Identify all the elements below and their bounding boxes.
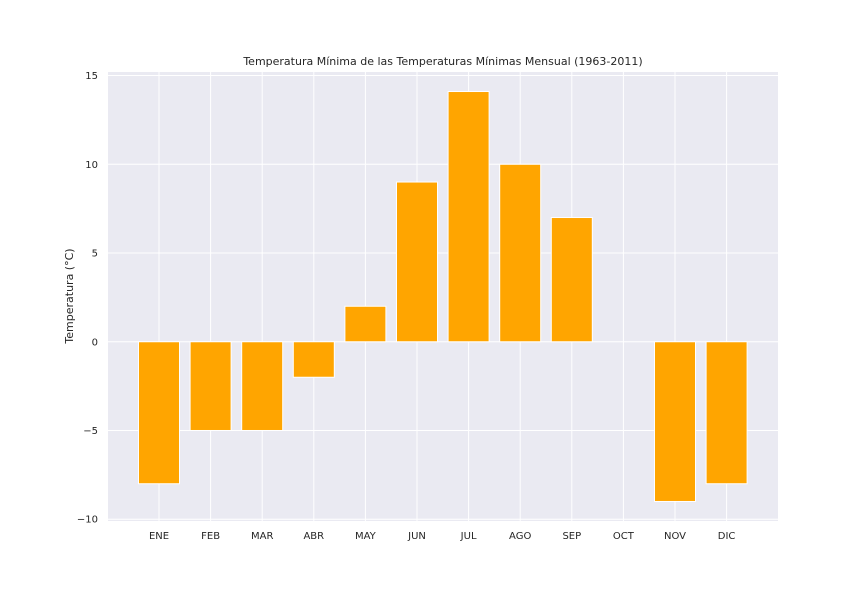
x-tick-labels: ENE FEB MAR ABR MAY JUN JUL AGO SEP OCT NOV DIC [149,531,735,542]
x-tick-label-ago: AGO [509,531,531,542]
y-tick-label: 5 [92,249,98,260]
y-tick-label: −5 [83,426,98,437]
x-tick-label-ene: ENE [149,531,169,542]
x-tick-label-dic: DIC [718,531,736,542]
x-tick-label-jun: JUN [407,531,426,542]
bars-group [138,91,748,502]
y-axis-label: Temperatura (°C) [63,248,76,344]
x-tick-label-may: MAY [355,531,377,542]
x-tick-label-nov: NOV [664,531,686,542]
bar-jul [447,91,490,343]
y-tick-label: 10 [85,160,98,171]
y-tick-labels: −10 −5 0 5 10 15 [77,71,98,526]
y-tick-label: 0 [92,337,98,348]
bar-jun [396,181,438,343]
bar-ene [138,341,180,485]
y-tick-label: 15 [85,71,98,82]
x-tick-label-sep: SEP [562,531,581,542]
x-tick-label-abr: ABR [303,531,324,542]
bar-mar [241,341,284,431]
x-tick-label-mar: MAR [251,531,273,542]
bar-feb [189,341,232,431]
y-tick-label: −10 [77,515,98,526]
x-tick-label-feb: FEB [201,531,220,542]
bar-ago [499,163,542,343]
x-tick-label-jul: JUL [460,531,477,542]
chart-title: Temperatura Mínima de las Temperaturas M… [242,55,642,68]
bar-sep [550,217,593,343]
bar-may [344,305,387,343]
x-tick-label-oct: OCT [613,531,635,542]
bar-dic [705,341,748,485]
bar-abr [292,341,335,378]
bar-nov [654,341,696,502]
